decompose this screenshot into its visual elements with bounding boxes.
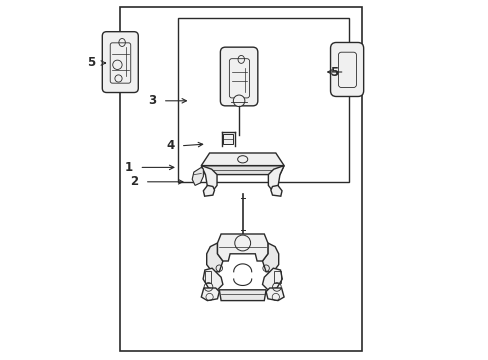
Polygon shape — [206, 243, 223, 272]
Bar — [120, 7, 361, 351]
Polygon shape — [201, 288, 219, 301]
Polygon shape — [265, 288, 284, 301]
Text: 4: 4 — [166, 139, 174, 152]
Text: 5: 5 — [329, 66, 337, 78]
Polygon shape — [201, 153, 284, 166]
FancyBboxPatch shape — [102, 32, 138, 93]
Text: 2: 2 — [130, 175, 138, 188]
Polygon shape — [192, 167, 203, 185]
Bar — [223, 134, 233, 144]
Bar — [204, 271, 211, 283]
Text: 1: 1 — [124, 161, 133, 174]
Polygon shape — [268, 166, 284, 191]
Polygon shape — [219, 290, 265, 301]
Polygon shape — [262, 243, 278, 272]
Polygon shape — [262, 268, 282, 290]
Polygon shape — [203, 268, 223, 290]
Text: 3: 3 — [148, 94, 156, 107]
FancyBboxPatch shape — [330, 42, 363, 96]
Polygon shape — [201, 166, 284, 175]
Bar — [273, 271, 280, 283]
Polygon shape — [217, 234, 267, 261]
Bar — [178, 18, 348, 182]
Circle shape — [233, 95, 244, 107]
Polygon shape — [203, 185, 214, 196]
Text: 5: 5 — [87, 57, 95, 69]
Polygon shape — [201, 166, 217, 191]
FancyBboxPatch shape — [220, 47, 257, 106]
Polygon shape — [270, 185, 282, 196]
